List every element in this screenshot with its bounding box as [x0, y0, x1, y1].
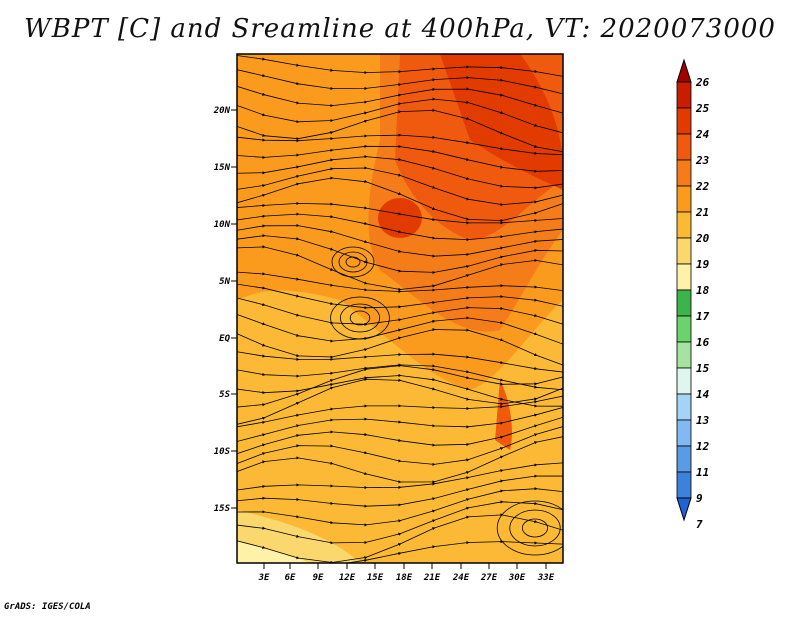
lat-tick-label: 5N — [219, 277, 230, 287]
lon-tick-label: 3E — [258, 573, 270, 583]
colorbar-segment — [676, 263, 692, 291]
colorbar-label: 21 — [695, 206, 709, 219]
colorbar-label: 25 — [695, 102, 710, 115]
colorbar-segment — [676, 159, 692, 187]
lat-tick-label: 15S — [214, 504, 231, 514]
colorbar-top-arrow — [676, 58, 692, 83]
grads-credit: GrADS: IGES/COLA — [4, 602, 91, 612]
colorbar-label: 9 — [696, 492, 703, 505]
colorbar-segment — [676, 133, 692, 161]
colorbar-label: 26 — [695, 76, 710, 89]
wbpt-shading — [237, 54, 563, 563]
colorbar-label: 22 — [695, 180, 710, 193]
vortex-streamline — [331, 246, 375, 278]
map-title: WBPT [C] and Sreamline at 400hPa, VT: 20… — [24, 14, 776, 44]
lon-tick-label: 30E — [508, 573, 526, 583]
colorbar-label: 13 — [696, 414, 710, 427]
colorbar-label: 14 — [696, 388, 710, 401]
lon-tick-label: 21E — [423, 573, 441, 583]
lon-tick-label: 12E — [339, 573, 356, 583]
vortex-streamline — [339, 303, 380, 333]
colorbar-label: 7 — [696, 518, 703, 531]
colorbar-label: 24 — [695, 128, 710, 141]
lon-tick-label: 24E — [452, 573, 470, 583]
lat-tick-label: EQ — [219, 334, 230, 344]
streamline — [237, 539, 563, 563]
longitude-axis: 3E 6E 9E 12E 15E 18E 21E 24E 27E 30E 33E — [258, 563, 555, 583]
streamline — [237, 328, 563, 366]
vortex-streamline — [496, 500, 563, 556]
colorbar-label: 11 — [696, 466, 709, 479]
colorbar-segment — [676, 419, 692, 447]
lon-tick-label: 9E — [313, 573, 324, 583]
streamlines — [237, 54, 563, 563]
lon-tick-label: 18E — [396, 573, 413, 583]
colorbar-label: 23 — [695, 154, 710, 167]
latitude-axis: 20N 15N 10N 5N EQ 5S 10S 15S — [213, 106, 237, 514]
colorbar-bottom-arrow — [676, 497, 692, 522]
vortex-streamline — [522, 518, 549, 538]
lon-tick-label: 27E — [480, 573, 498, 583]
colorbar: 26 25 24 23 22 21 20 19 18 17 16 15 14 13 12 11 9 7 — [676, 58, 710, 531]
vortex-streamline — [338, 251, 368, 273]
colorbar-segment — [676, 289, 692, 317]
colorbar-label: 16 — [696, 336, 710, 349]
colorbar-segment — [676, 81, 692, 109]
colorbar-segment — [676, 471, 692, 499]
lon-tick-label: 15E — [367, 573, 384, 583]
map-frame — [236, 53, 564, 564]
colorbar-segment — [676, 107, 692, 135]
colorbar-label: 17 — [696, 310, 710, 323]
lon-tick-label: 6E — [285, 573, 296, 583]
vortex-streamline — [349, 310, 371, 326]
vortex-streamline — [509, 509, 561, 547]
lon-tick-label: 33E — [537, 573, 555, 583]
lat-tick-label: 10S — [214, 447, 231, 457]
lat-tick-label: 20N — [213, 106, 231, 116]
colorbar-segment — [676, 445, 692, 473]
lat-tick-label: 15N — [214, 163, 231, 173]
lat-tick-label: 5S — [219, 390, 230, 400]
colorbar-segment — [676, 185, 692, 213]
colorbar-segment — [676, 237, 692, 265]
colorbar-label: 19 — [696, 258, 710, 271]
vortex-streamline — [330, 296, 390, 340]
colorbar-label: 18 — [696, 284, 710, 297]
lat-tick-label: 10N — [214, 220, 231, 230]
colorbar-segment — [676, 341, 692, 369]
colorbar-segment — [676, 315, 692, 343]
colorbar-segment — [676, 367, 692, 395]
colorbar-label: 12 — [696, 440, 710, 453]
colorbar-segment — [676, 211, 692, 239]
colorbar-label: 20 — [695, 232, 710, 245]
colorbar-segment — [676, 393, 692, 421]
vortex-streamline — [345, 256, 361, 268]
colorbar-label: 15 — [696, 362, 710, 375]
